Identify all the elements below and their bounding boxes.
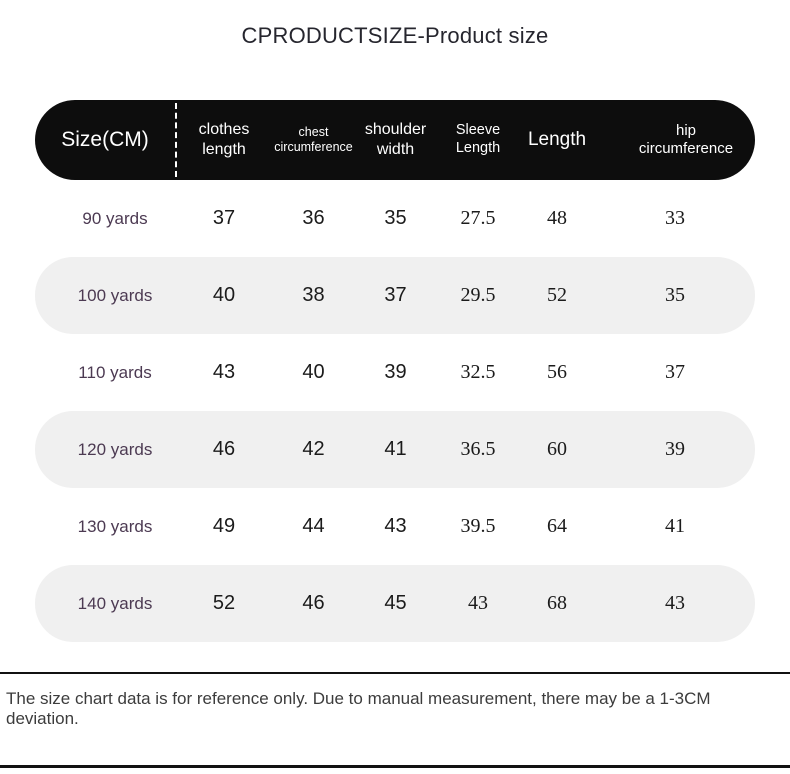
cell-value: 56 [547, 361, 567, 383]
header-cell-size: Size(CM) [61, 128, 149, 152]
cell-value: 49 [212, 515, 236, 537]
cell-value: 41 [384, 438, 407, 460]
table-row: 140 yards 52 46 45 43 68 43 [35, 565, 755, 642]
header-dashed-divider [175, 103, 177, 177]
cell-value: 36 [302, 207, 325, 229]
cell-value: 40 [302, 361, 325, 383]
cell-value: 43 [468, 592, 488, 614]
row-label: 100 yards [77, 285, 153, 305]
cell-value: 48 [547, 207, 567, 229]
cell-value: 43 [665, 592, 685, 614]
header-cell-length: Length [527, 129, 587, 151]
cell-value: 60 [547, 438, 567, 460]
cell-value: 37 [665, 361, 685, 383]
size-table: Size(CM) clothes length chest circumfere… [35, 100, 755, 642]
cell-value: 33 [665, 207, 685, 229]
table-row: 120 yards 46 42 41 36.5 60 39 [35, 411, 755, 488]
cell-value: 39 [665, 438, 685, 460]
cell-value: 32.5 [460, 361, 496, 383]
cell-value: 39.5 [460, 515, 496, 537]
header-cell-chest-circumference: chest circumference [274, 124, 353, 154]
cell-value: 46 [302, 592, 325, 614]
row-label: 90 yards [82, 208, 148, 228]
table-row: 90 yards 37 36 35 27.5 48 33 [35, 180, 755, 257]
cell-value: 29.5 [460, 284, 496, 306]
row-label: 120 yards [77, 439, 153, 459]
cell-value: 68 [547, 592, 567, 614]
cell-value: 41 [665, 515, 685, 537]
cell-value: 35 [665, 284, 685, 306]
table-row: 110 yards 43 40 39 32.5 56 37 [35, 334, 755, 411]
page-title: CPRODUCTSIZE-Product size [241, 23, 549, 48]
header-cell-sleeve-length: Sleeve Length [455, 122, 501, 156]
cell-value: 39 [384, 361, 407, 383]
cell-value: 42 [302, 438, 325, 460]
cell-value: 38 [302, 284, 325, 306]
cell-value: 36.5 [460, 438, 496, 460]
row-label: 110 yards [78, 362, 152, 382]
cell-value: 37 [212, 207, 236, 229]
cell-value: 52 [212, 592, 236, 614]
cell-value: 43 [384, 515, 407, 537]
cell-value: 64 [547, 515, 567, 537]
cell-value: 37 [384, 284, 407, 306]
cell-value: 46 [212, 438, 236, 460]
header-cell-clothes-length: clothes length [198, 121, 250, 158]
table-header: Size(CM) clothes length chest circumfere… [35, 100, 755, 180]
cell-value: 43 [212, 361, 236, 383]
header-cell-shoulder-width: shoulder width [364, 121, 427, 158]
row-label: 130 yards [77, 516, 153, 536]
cell-value: 44 [302, 515, 325, 537]
footer-note: The size chart data is for reference onl… [0, 672, 790, 768]
cell-value: 27.5 [460, 207, 496, 229]
cell-value: 52 [547, 284, 567, 306]
cell-value: 35 [384, 207, 407, 229]
cell-value: 40 [212, 284, 236, 306]
row-label: 140 yards [77, 593, 153, 613]
table-row: 100 yards 40 38 37 29.5 52 35 [35, 257, 755, 334]
table-row: 130 yards 49 44 43 39.5 64 41 [35, 488, 755, 565]
header-cell-hip-circumference: hip circumference [638, 121, 734, 157]
cell-value: 45 [384, 592, 407, 614]
